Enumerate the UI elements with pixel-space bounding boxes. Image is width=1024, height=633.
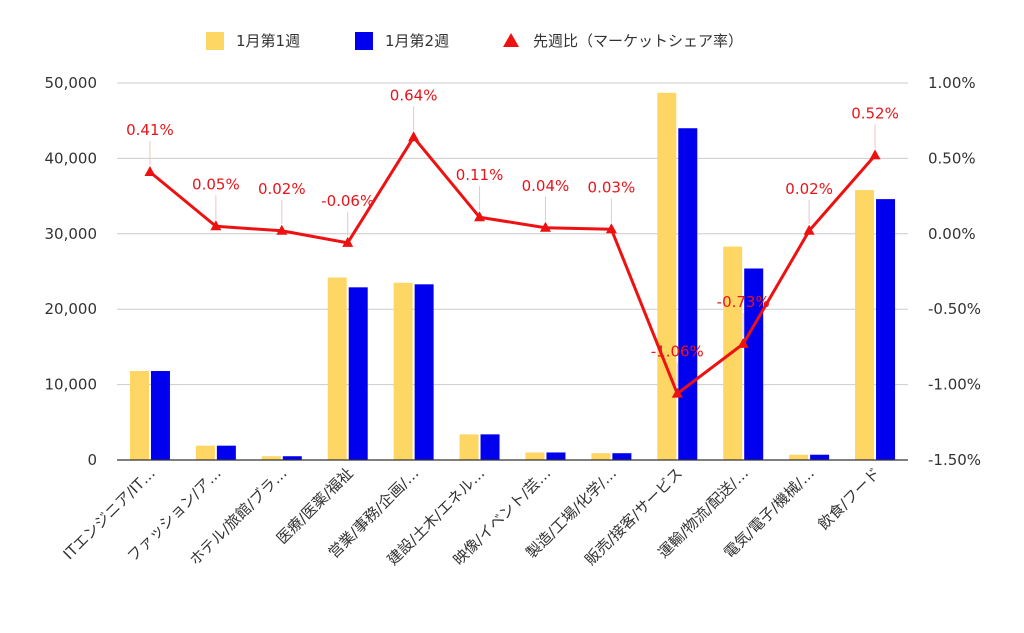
bar-week1: [393, 282, 413, 460]
legend-swatch: [206, 32, 224, 50]
line-data-label: 0.03%: [588, 178, 636, 196]
chart-legend: 1月第1週 1月第2週 先週比（マーケットシェア率）: [206, 32, 743, 50]
bar-week1: [591, 453, 611, 460]
line-data-label: 0.41%: [126, 121, 174, 139]
line-point-marker: [474, 211, 486, 222]
x-axis-category-labels: ITエンジニア/IT…ファッション/ア…ホテル/旅館/ブラ…医療/医薬/福祉営業…: [60, 464, 884, 569]
bar-week2: [414, 284, 434, 460]
left-y-axis: 0 10,000 20,000 30,000 40,000 50,000: [45, 74, 98, 469]
bar-week2: [348, 287, 368, 460]
line-point-marker: [408, 131, 420, 142]
bar-week1: [195, 445, 215, 460]
bar-week2: [282, 456, 302, 460]
bar-series: [129, 92, 896, 461]
line-data-label: 0.52%: [851, 104, 899, 122]
left-tick-label: 0: [87, 451, 97, 469]
line-point-marker: [737, 337, 749, 348]
line-point-marker: [869, 149, 881, 160]
bar-week2: [810, 454, 830, 460]
left-tick-label: 30,000: [45, 225, 98, 243]
bar-week1: [855, 190, 875, 460]
bar-week2: [546, 452, 566, 460]
legend-label: 1月第2週: [385, 32, 449, 50]
right-y-axis: -1.50% -1.00% -0.50% 0.00% 0.50% 1.00%: [928, 74, 981, 469]
line-point-marker: [342, 236, 354, 247]
line-point-marker: [803, 224, 815, 235]
bar-week1: [129, 371, 149, 460]
line-data-label: -0.06%: [321, 192, 374, 210]
bar-week2: [150, 371, 170, 460]
line-data-label: 0.02%: [258, 180, 306, 198]
bar-week2: [612, 453, 632, 460]
line-point-marker: [210, 220, 222, 231]
bar-week1: [789, 454, 809, 460]
left-tick-label: 20,000: [45, 300, 98, 318]
line-data-label: 0.11%: [456, 166, 504, 184]
bar-week2: [876, 199, 896, 460]
legend-swatch: [355, 32, 373, 50]
gridlines: [117, 82, 908, 386]
right-tick-label: -1.50%: [928, 451, 981, 469]
legend-marker: [503, 33, 519, 47]
line-point-marker: [605, 223, 617, 234]
bar-week1: [525, 452, 545, 460]
left-tick-label: 50,000: [45, 74, 98, 92]
right-tick-label: 0.50%: [928, 149, 976, 167]
right-tick-label: -0.50%: [928, 300, 981, 318]
line-data-label: 0.04%: [522, 177, 570, 195]
line-point-marker: [144, 165, 156, 176]
legend-label: 1月第1週: [236, 32, 300, 50]
line-point-marker: [671, 387, 683, 398]
left-tick-label: 40,000: [45, 149, 98, 167]
line-point-marker: [276, 224, 288, 235]
share-change-line: [149, 135, 877, 396]
line-data-labels: 0.41% 0.05% 0.02% -0.06% 0.64% 0.11% 0.04% 0.03…: [126, 86, 899, 387]
left-tick-label: 10,000: [45, 376, 98, 394]
x-category-label: 飲食/フード: [815, 464, 884, 533]
bar-week2: [678, 128, 698, 461]
bar-week1: [261, 456, 281, 460]
bar-week2: [480, 434, 500, 460]
bar-week1: [327, 277, 347, 460]
line-point-marker: [539, 221, 551, 232]
right-tick-label: -1.00%: [928, 376, 981, 394]
line-data-label: -1.06%: [651, 343, 704, 361]
right-tick-label: 0.00%: [928, 225, 976, 243]
line-data-label: 0.02%: [785, 180, 833, 198]
line-data-label: 0.05%: [192, 175, 240, 193]
bar-week1: [657, 92, 677, 460]
line-data-label: -0.73%: [717, 293, 770, 311]
right-tick-label: 1.00%: [928, 74, 976, 92]
bar-week2: [216, 445, 236, 460]
bar-week1: [459, 434, 479, 460]
line-series: [144, 131, 881, 398]
legend-label: 先週比（マーケットシェア率）: [533, 32, 743, 50]
line-data-label: 0.64%: [390, 86, 438, 104]
